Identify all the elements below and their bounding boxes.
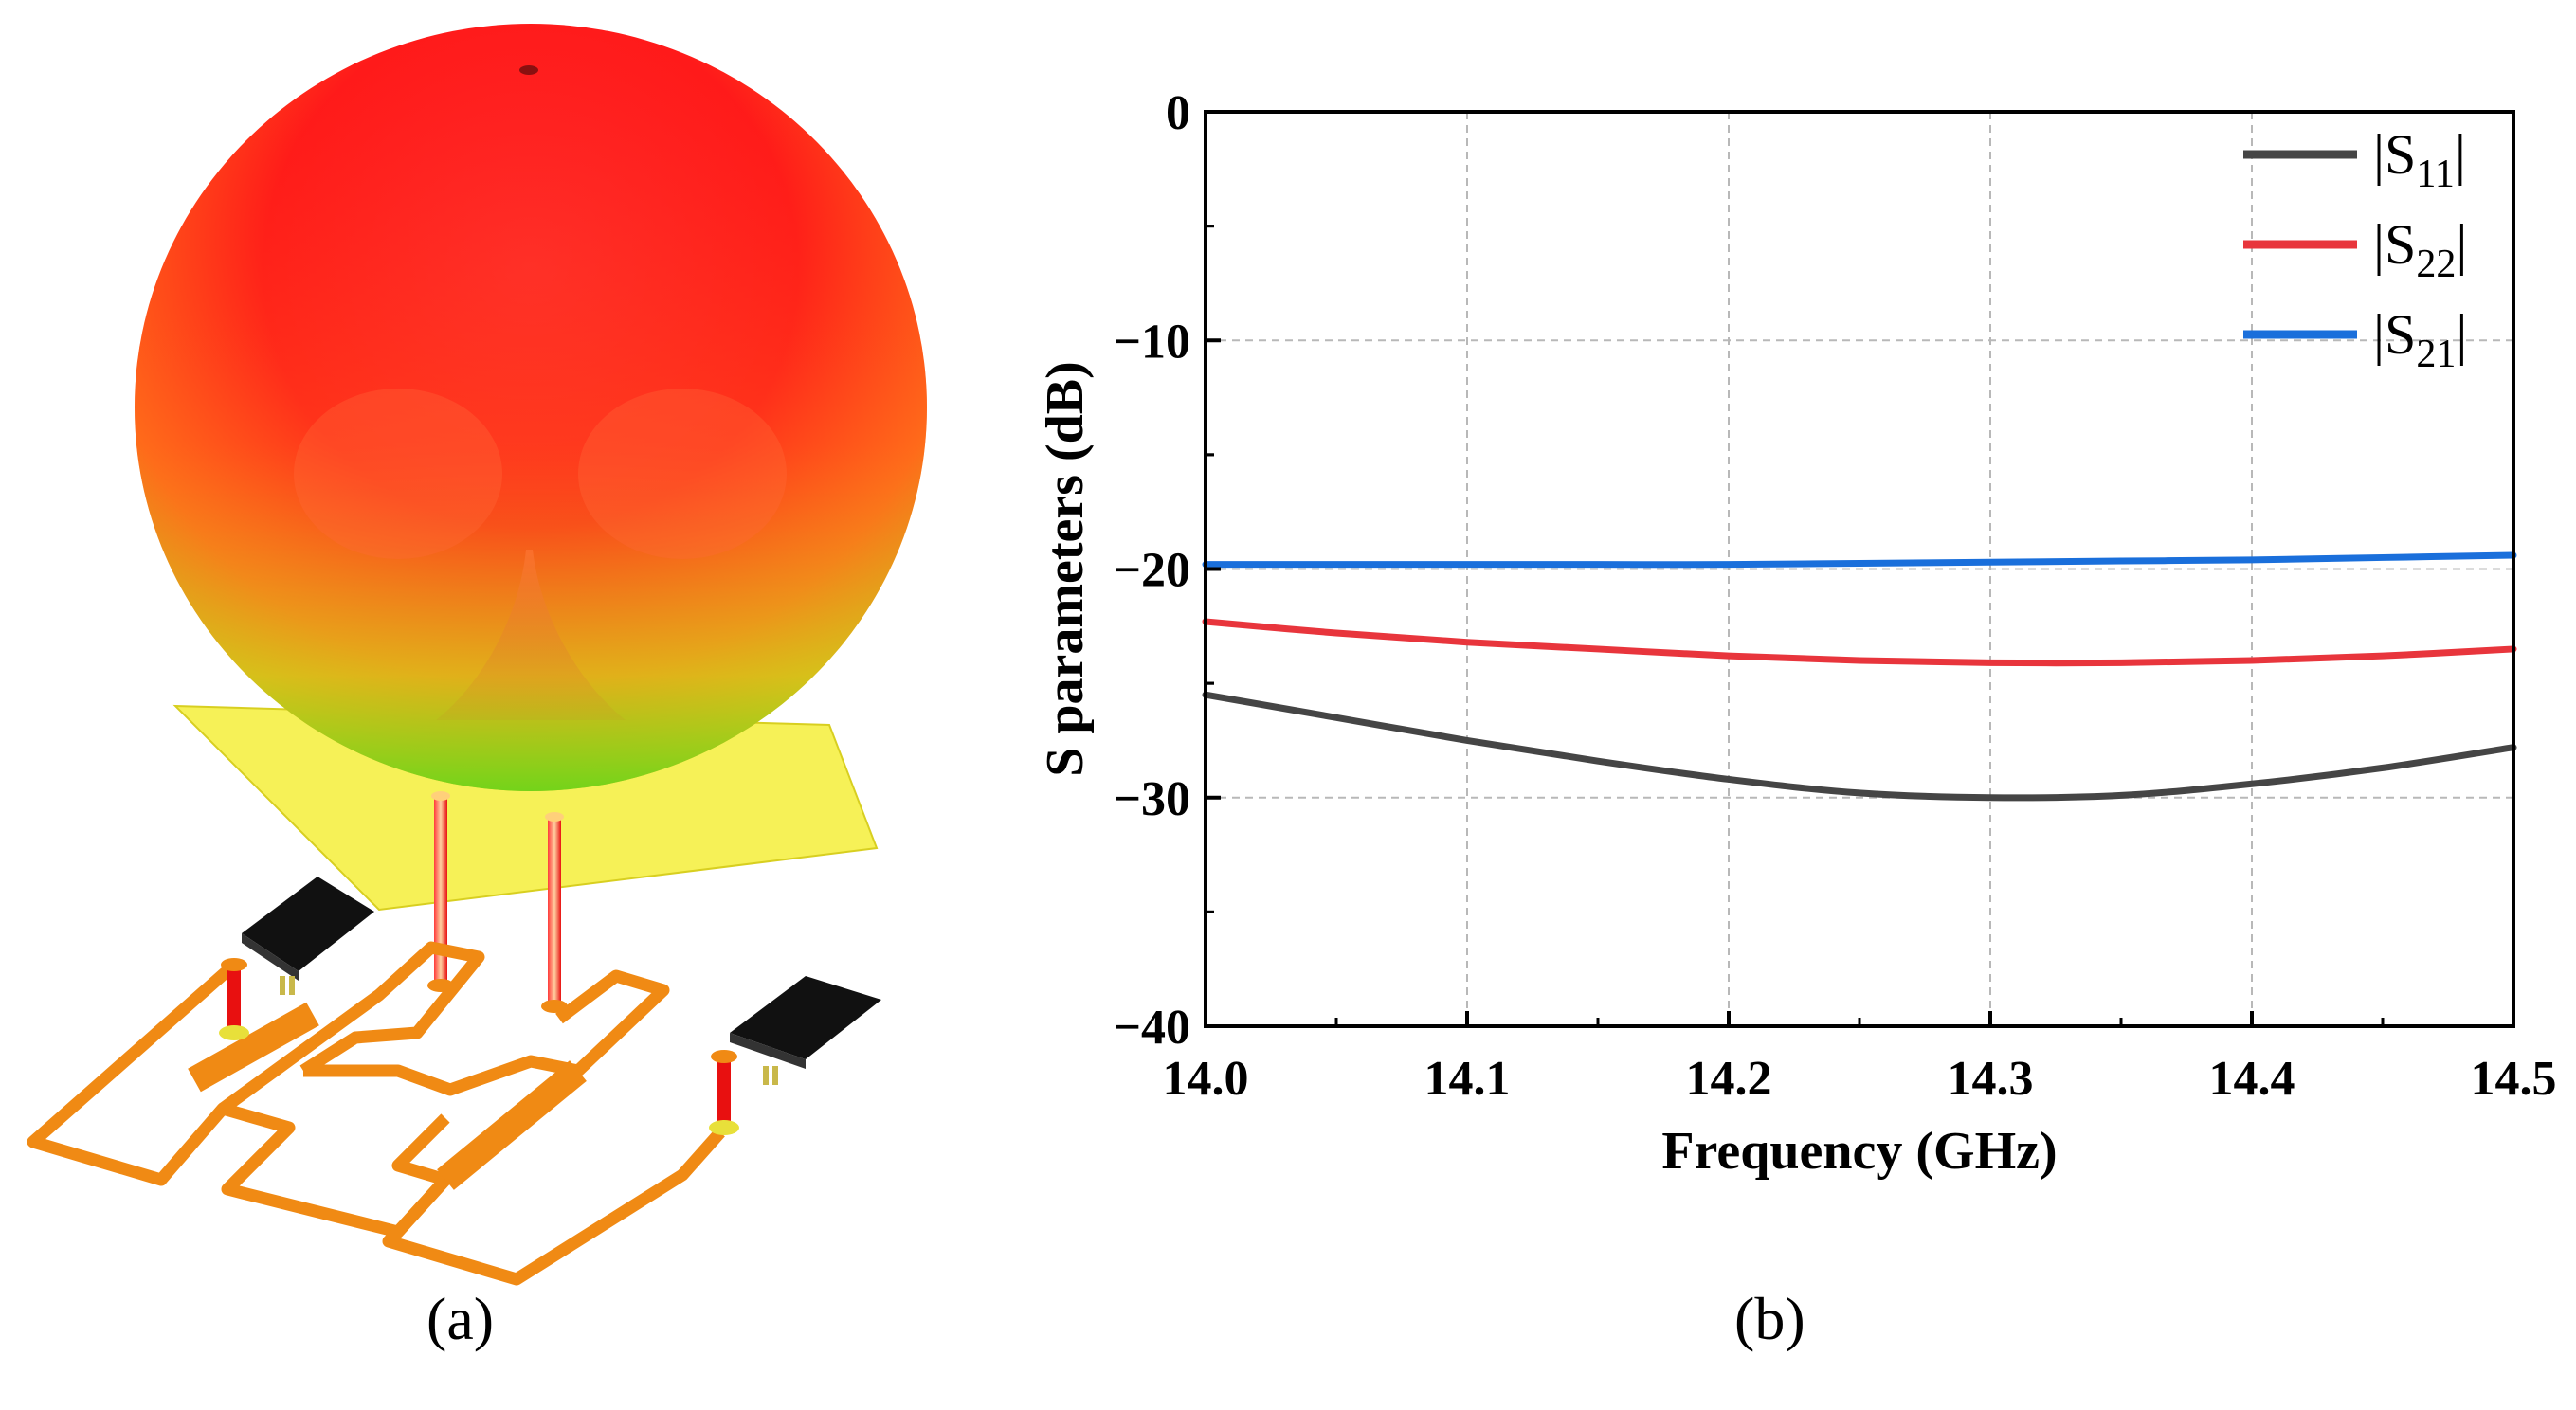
x-tick-label: 14.3 (1948, 1052, 2034, 1106)
radiation-pattern-lobe (135, 24, 927, 791)
x-tick-label: 14.5 (2471, 1052, 2557, 1106)
x-tick-label: 14.2 (1686, 1052, 1772, 1106)
legend-label: |S21| (2373, 303, 2467, 376)
caption-b: (b) (1734, 1285, 1805, 1352)
s-parameter-chart: 14.0 14.1 14.2 14.3 14.4 14.5 0 −10 −20 −30 −40 |S… (1036, 86, 2557, 1181)
y-tick-label: −10 (1113, 315, 1190, 369)
grid-lines (1206, 112, 2513, 1026)
series-lines (1202, 551, 2517, 802)
y-tick-label: −40 (1113, 1001, 1190, 1055)
caption-a: (a) (426, 1285, 495, 1352)
legend: |S11| |S22| |S21| (2243, 123, 2467, 376)
y-tick-label: −30 (1113, 772, 1190, 826)
chip-component-2 (730, 976, 881, 1085)
chip-component-1 (242, 877, 374, 995)
x-tick-label: 14.0 (1163, 1052, 1249, 1106)
y-axis-title: S parameters (dB) (1036, 361, 1095, 777)
feed-post-1 (434, 796, 447, 985)
series-line-s11 (1202, 691, 2517, 802)
feed-post-2 (548, 817, 561, 1006)
y-tick-label: −20 (1113, 544, 1190, 598)
axis-ticks: 14.0 14.1 14.2 14.3 14.4 14.5 0 −10 −20 −30 −40 (1113, 86, 2556, 1106)
series-line-s22 (1202, 618, 2517, 667)
legend-label: |S22| (2373, 213, 2467, 286)
panel-a-antenna-illustration: (a) (0, 0, 948, 1405)
x-axis-title: Frequency (GHz) (1661, 1122, 2057, 1181)
x-tick-label: 14.1 (1424, 1052, 1511, 1106)
panel-b-s-parameter-chart: 14.0 14.1 14.2 14.3 14.4 14.5 0 −10 −20 −30 −40 |S… (948, 0, 2576, 1405)
feed-network (27, 941, 725, 1286)
y-tick-label: 0 (1166, 86, 1190, 140)
legend-label: |S11| (2373, 123, 2466, 196)
x-tick-label: 14.4 (2209, 1052, 2295, 1106)
antenna-3d-figure (27, 24, 927, 1286)
series-line-s21 (1202, 551, 2517, 569)
